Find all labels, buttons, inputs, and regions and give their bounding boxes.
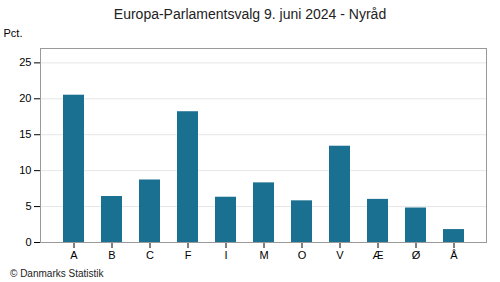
svg-text:F: F bbox=[185, 249, 192, 261]
svg-text:I: I bbox=[224, 249, 227, 261]
svg-text:20: 20 bbox=[19, 92, 31, 104]
svg-text:B: B bbox=[108, 249, 115, 261]
html-text:Europa-Parlamentsvalg 9. juni: Europa-Parlamentsvalg 9. juni 2024 - Nyr… bbox=[113, 6, 387, 22]
svg-text:C: C bbox=[146, 249, 154, 261]
svg-text:O: O bbox=[298, 249, 307, 261]
svg-text:V: V bbox=[336, 249, 344, 261]
svg-text:0: 0 bbox=[25, 236, 31, 248]
svg-text:M: M bbox=[259, 249, 268, 261]
svg-text:Ø: Ø bbox=[412, 249, 421, 261]
svg-text:25: 25 bbox=[19, 56, 31, 68]
svg-text:Pct.: Pct. bbox=[4, 27, 23, 39]
svg-text:A: A bbox=[70, 249, 78, 261]
html-text:© Danmarks Statistik: © Danmarks Statistik bbox=[10, 268, 104, 279]
svg-text:Å: Å bbox=[450, 249, 458, 261]
svg-text:Æ: Æ bbox=[373, 249, 384, 261]
svg-text:5: 5 bbox=[25, 200, 31, 212]
svg-text:15: 15 bbox=[19, 128, 31, 140]
svg-text:10: 10 bbox=[19, 164, 31, 176]
